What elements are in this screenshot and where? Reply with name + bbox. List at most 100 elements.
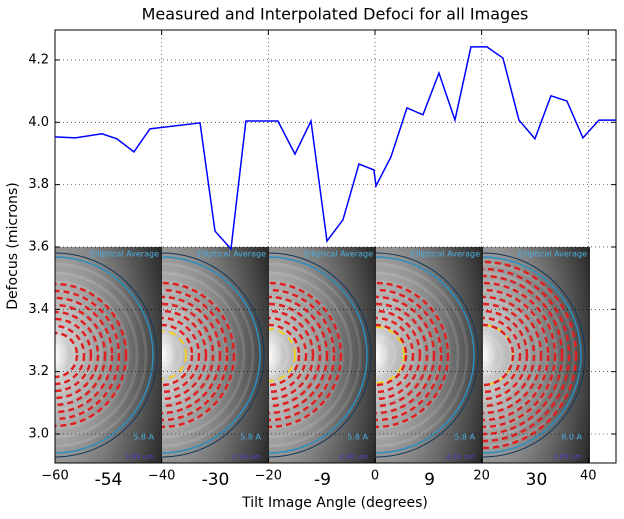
thumbnail-heading: Elliptical Average [90, 249, 159, 258]
thumbnail-image [376, 246, 483, 463]
ring [483, 271, 567, 439]
ctf-ring [55, 289, 121, 421]
ring [55, 334, 76, 376]
plot-frame [54, 29, 617, 464]
ctf-ring [162, 302, 215, 408]
fit-circle [162, 252, 265, 458]
thumbnail-heading: Elliptical Average [197, 249, 266, 258]
thumbnail-heading: Elliptical Average [304, 249, 373, 258]
x-tick-label: −20 [255, 469, 282, 484]
ctf-ring [483, 260, 578, 450]
x-tick-label: 20 [473, 469, 490, 484]
thumbnail-defocus: 3.85 um [553, 453, 582, 461]
ctf-ring [483, 295, 543, 415]
data-line [54, 46, 616, 251]
ring [162, 271, 246, 439]
ring [162, 334, 183, 376]
ring [483, 325, 513, 385]
ring [162, 262, 255, 448]
ring [269, 325, 299, 385]
ring [162, 298, 219, 412]
thumbnail-label: -54 [95, 470, 123, 490]
ctf-ring [269, 281, 343, 429]
fit-circle [376, 252, 479, 458]
ctf-ring [269, 295, 329, 415]
fit-circle [55, 252, 158, 458]
ctf-ring [55, 331, 79, 379]
fit-circle [55, 256, 154, 454]
ctf-ring [376, 288, 443, 422]
ctf-ring [483, 267, 571, 443]
thumbnail-resolution: 8.0 A [561, 433, 582, 442]
zero-ring [376, 325, 405, 384]
ring [162, 343, 174, 367]
ctf-ring [55, 303, 107, 407]
fit-circle [162, 256, 261, 454]
ring [269, 298, 326, 412]
x-tick-label: −40 [148, 469, 175, 484]
y-tick-label: 3.6 [28, 239, 49, 254]
ctf-ring [162, 281, 236, 429]
thumbnail-defocus: 3.86 um [339, 453, 368, 461]
ring [162, 307, 210, 403]
ring [269, 343, 281, 367]
chart-title: Measured and Interpolated Defoci for all… [142, 5, 529, 24]
ring [376, 343, 388, 367]
ring [376, 334, 397, 376]
thumbnail: Elliptical Average 5.8 A 3.86 um [269, 246, 376, 463]
zero-ring [162, 329, 187, 380]
ctf-ring [162, 316, 201, 394]
ctf-ring [55, 296, 114, 414]
thumbnail-resolution: 5.8 A [240, 433, 261, 442]
ring [55, 298, 112, 412]
ctf-ring [483, 309, 529, 401]
thumbnail-defocus: 4.03 um [446, 453, 475, 461]
ctf-ring [162, 288, 229, 422]
ctf-ring [483, 316, 522, 394]
y-axis-label: Defocus (microns) [5, 182, 21, 310]
ring [376, 307, 424, 403]
x-axis-label: Tilt Image Angle (degrees) [241, 495, 428, 511]
x-tick-label: 0 [371, 469, 379, 484]
y-tick-label: 3.2 [28, 364, 49, 379]
thumbnail-label: -9 [314, 470, 331, 490]
thumbnail: Elliptical Average 5.8 A 3.99 um [55, 246, 162, 463]
thumbnail-bg [55, 246, 162, 463]
fit-circle [376, 256, 475, 454]
fit-circle [269, 256, 368, 454]
ctf-ring [376, 323, 408, 387]
y-tick-label: 4.2 [28, 52, 49, 67]
ring [483, 343, 495, 367]
ctf-ring [483, 288, 550, 422]
thumbnail: Elliptical Average 5.8 A 4.03 um [376, 246, 483, 463]
ring [269, 262, 362, 448]
thumbnail-image [162, 246, 269, 463]
zero-ring [269, 327, 296, 382]
ctf-ring [376, 316, 415, 394]
thumbnail-heading: Elliptical Average [518, 249, 587, 258]
thumbnail-bg [162, 246, 269, 463]
ring [376, 271, 460, 439]
ring [55, 343, 67, 367]
ctf-ring [376, 281, 450, 429]
y-tick-label: 3.0 [28, 427, 49, 442]
ctf-ring [55, 324, 86, 386]
ctf-ring [269, 309, 315, 401]
fit-circle [483, 256, 582, 454]
ring [55, 271, 139, 439]
ring [483, 307, 531, 403]
y-tick-label: 4.0 [28, 115, 49, 130]
thumbnail-label: -30 [202, 470, 230, 490]
thumbnail-defocus: 3.99 um [125, 453, 154, 461]
thumbnail-image [269, 246, 376, 463]
ctf-ring [55, 317, 93, 393]
thumbnail-label: 9 [424, 470, 435, 490]
ctf-ring [55, 310, 100, 400]
ring [55, 280, 130, 430]
thumbnail-bg [269, 246, 376, 463]
ctf-ring [269, 316, 308, 394]
ring [55, 262, 148, 448]
thumbnail-resolution: 5.8 A [133, 433, 154, 442]
ring [483, 298, 540, 412]
ctf-ring [269, 302, 322, 408]
